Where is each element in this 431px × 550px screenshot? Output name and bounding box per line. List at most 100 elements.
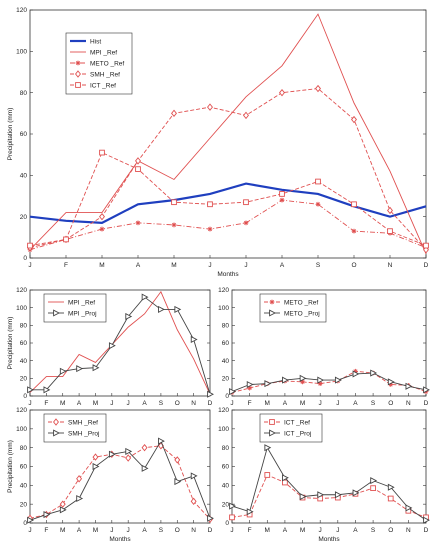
data-point [207,103,213,111]
data-point [43,510,51,519]
x-tick-label: N [406,527,411,534]
data-point [207,226,213,232]
data-point [243,199,249,206]
x-tick-label: A [142,527,147,534]
legend-label: METO _Ref [284,299,318,306]
chart-ict: 0 20 40 60 80 100 120 J F M A M J J A S O N D Months ICT _Re… [218,407,430,543]
y-tick-label: 60 [20,340,28,347]
x-tick-label: J [127,527,130,534]
data-point [59,506,67,514]
legend-marker [53,429,60,437]
x-tick-label: M [93,527,98,534]
y-tick-label: 120 [218,407,229,414]
series-line [29,151,427,247]
data-point [190,335,198,344]
x-tick-label: A [353,527,358,534]
x-tick-label: N [388,262,393,269]
legend-label: SMH _Proj [68,430,99,437]
y-tick-label: 20 [20,501,28,508]
legend-marker [53,418,59,426]
data-point [264,472,271,478]
legend-label: MPI _Ref [68,299,95,306]
legend: Hist MPI _Ref METO _Ref SMH _Ref ICT _Ref [65,32,133,95]
data-point [279,191,285,197]
x-tick-label: J [110,527,113,534]
legend-box [259,413,323,443]
x-axis-label: Months [217,271,239,278]
data-point [141,293,149,301]
data-point [108,450,116,458]
data-point [171,222,177,228]
x-tick-label: J [28,262,31,269]
data-point [387,495,394,502]
x-tick-label: J [319,527,322,534]
x-tick-label: D [424,400,429,407]
series-smh-proj [27,437,214,524]
chart-smh: 0 20 40 60 80 100 120 J F M A M J J A S O N D Months Precipi… [7,407,214,543]
data-point [388,382,394,387]
x-tick-label: M [93,400,98,407]
series-hist [29,182,427,224]
data-point [247,385,253,391]
x-tick-label: A [353,400,358,407]
data-point [59,367,67,375]
x-tick-label: F [44,400,48,407]
legend: ICT _Ref ICT _Proj [259,413,323,443]
x-tick-label: M [99,262,104,269]
data-point [99,149,105,156]
x-tick-label: J [127,400,130,407]
y-tick-label: 40 [20,358,28,365]
chart-mpi: 0 20 40 60 80 100 120 J F M A M J J A S O N D Precipitation… [7,287,214,407]
legend-label: ICT _Ref [90,82,116,89]
x-tick-label: D [208,527,213,534]
data-point [135,166,141,172]
series-mpi-ref [29,13,427,255]
data-point [405,504,413,512]
x-tick-label: F [64,262,68,269]
y-axis-label: Precipitation (mm) [7,317,14,370]
legend-label: METO _Proj [284,310,320,317]
x-tick-label: S [316,262,321,269]
data-point [63,236,69,243]
x-tick-label: F [248,400,252,407]
data-point [99,226,105,232]
data-point [282,376,289,384]
x-tick-label: O [388,400,393,407]
data-point [125,454,132,462]
data-point [141,464,149,472]
y-tick-label: 80 [222,445,230,452]
x-tick-label: N [406,400,411,407]
x-tick-label: M [265,400,270,407]
y-tick-label: 20 [20,214,28,221]
y-tick-label: 120 [218,287,229,294]
data-point [246,380,254,389]
x-tick-label: S [371,400,376,407]
data-point [76,365,84,373]
x-tick-label: M [300,400,305,407]
series-line [231,370,427,393]
x-tick-label: J [336,527,339,534]
legend: MPI _Ref MPI _Proj [43,293,107,323]
x-tick-label: F [44,527,48,534]
y-tick-label: 120 [16,7,27,14]
data-point [279,88,285,97]
x-tick-label: J [110,400,113,407]
data-point [207,390,214,398]
data-point [99,212,105,221]
legend-label: Hist [90,38,101,45]
data-point [315,201,321,207]
x-tick-label: O [351,262,356,269]
data-point [423,246,429,254]
x-tick-label: A [283,400,288,407]
data-point [229,502,236,510]
y-tick-label: 40 [20,483,28,490]
data-point [135,157,141,165]
legend: SMH _Ref SMH _Proj [43,413,107,443]
x-tick-label: A [77,527,82,534]
data-point [174,456,181,464]
data-point [387,378,395,386]
data-point [190,472,198,480]
x-tick-label: J [208,262,211,269]
x-tick-label: O [175,527,180,534]
data-point [190,497,197,506]
